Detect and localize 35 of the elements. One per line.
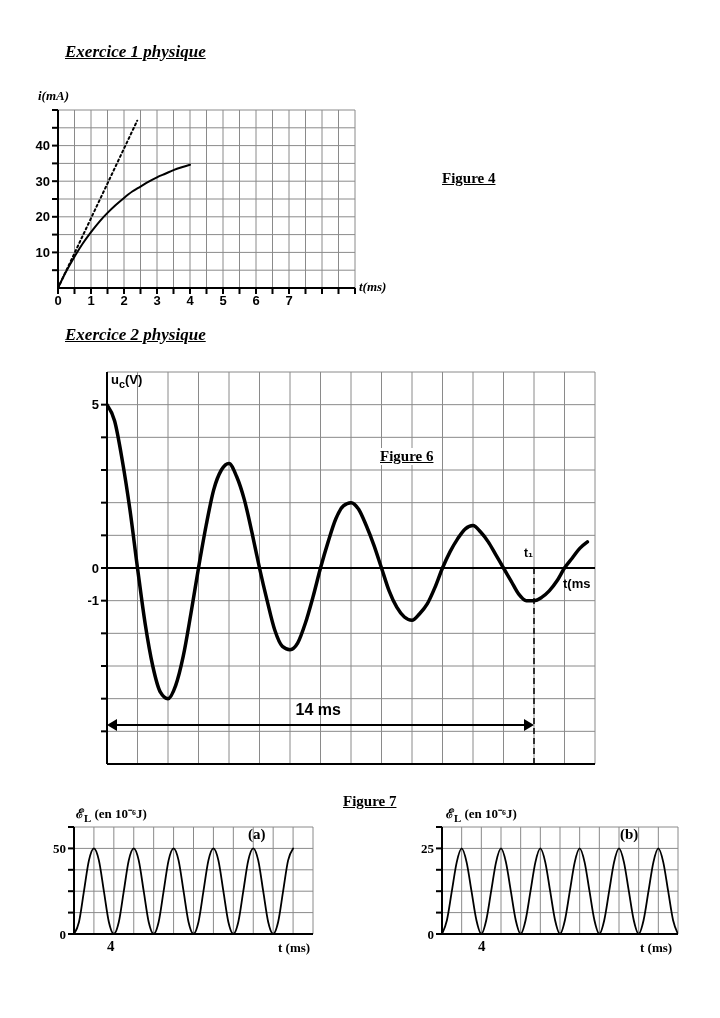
x-tick-label: 5 [219,293,227,309]
y-tick-label: 10 [35,245,50,261]
x-axis-title: t (ms) [278,940,311,956]
chart-title: Exercice 2 physique [65,325,206,345]
x-axis-title: t(ms) [359,279,387,295]
caption: Figure 4 [442,170,496,187]
x-tick-label: 7 [285,293,293,309]
y-axis-title: u$_{c}$(V) [111,372,143,390]
y-tick-label: 40 [35,138,50,154]
x-tick-label: 6 [252,293,260,309]
y-axis-title: ℰ$_{L}$ (en 10⁻⁶J) [76,805,147,824]
x-tick-label: 4 [186,293,195,309]
x-axis-title: t(ms [563,576,591,591]
y-tick-label: 5 [91,397,99,413]
text: 4 [107,938,115,955]
y-tick-label: 50 [53,841,66,857]
annotation: (b) [620,826,639,843]
y-axis-title: ℰ$_{L}$ (en 10⁻⁶J) [446,805,517,824]
y-tick-label: 25 [421,841,435,857]
x-axis-title: t (ms) [640,940,673,956]
y-axis-title: i(mA) [38,88,70,104]
annotation: 14 ms [295,700,341,719]
x-tick-label: 2 [120,293,128,309]
annotation: (a) [248,826,266,843]
y-tick-label: 0 [91,560,99,576]
y-tick-label: 30 [35,173,50,189]
annotation: Figure 6 [380,448,434,465]
annotation: t₁ [524,546,533,560]
chart-title: Exercice 1 physique [65,42,206,62]
y-tick-label: 20 [35,209,50,225]
x-tick-label: 3 [153,293,161,309]
x-tick-label: 1 [87,293,95,309]
caption: Figure 7 [343,793,397,810]
y-tick-label: -1 [87,593,99,609]
text: 4 [478,938,486,955]
